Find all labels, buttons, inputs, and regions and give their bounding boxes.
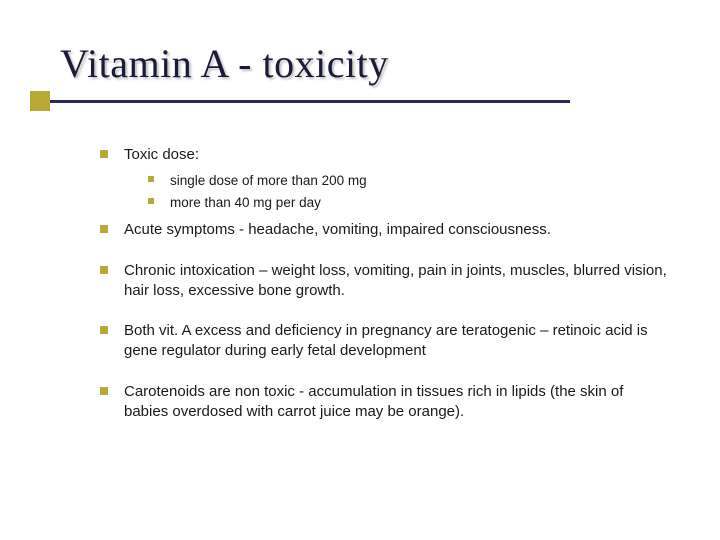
sub-bullet-list: single dose of more than 200 mg more tha… [124, 171, 670, 212]
sub-bullet-item: more than 40 mg per day [148, 193, 670, 213]
slide-content: Toxic dose: single dose of more than 200… [60, 145, 670, 422]
bullet-item: Both vit. A excess and deficiency in pre… [100, 321, 670, 362]
sub-bullet-text: more than 40 mg per day [170, 195, 321, 210]
bullet-text: Acute symptoms - headache, vomiting, imp… [124, 221, 551, 238]
bullet-list: Toxic dose: single dose of more than 200… [100, 145, 670, 422]
bullet-item: Acute symptoms - headache, vomiting, imp… [100, 220, 670, 240]
bullet-item: Toxic dose: single dose of more than 200… [100, 145, 670, 212]
sub-bullet-item: single dose of more than 200 mg [148, 171, 670, 191]
bullet-text: Toxic dose: [124, 146, 199, 163]
bullet-text: Both vit. A excess and deficiency in pre… [124, 322, 648, 359]
title-underline [30, 91, 670, 111]
accent-bar [50, 100, 570, 103]
slide-container: Vitamin A - toxicity Toxic dose: single … [0, 0, 720, 472]
accent-square-icon [30, 91, 50, 111]
title-area: Vitamin A - toxicity [60, 40, 670, 111]
bullet-text: Chronic intoxication – weight loss, vomi… [124, 262, 667, 299]
slide-title: Vitamin A - toxicity [60, 40, 670, 87]
bullet-item: Chronic intoxication – weight loss, vomi… [100, 261, 670, 302]
bullet-item: Carotenoids are non toxic - accumulation… [100, 382, 670, 423]
bullet-text: Carotenoids are non toxic - accumulation… [124, 383, 623, 420]
sub-bullet-text: single dose of more than 200 mg [170, 173, 367, 188]
